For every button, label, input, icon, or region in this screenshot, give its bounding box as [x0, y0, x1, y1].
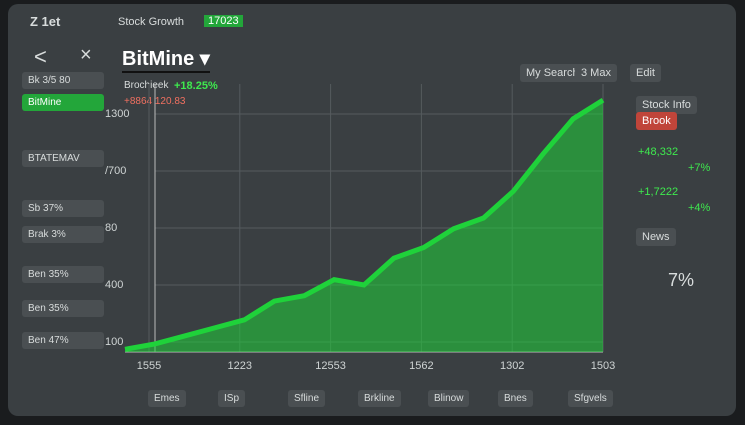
y-label: 100 [105, 336, 123, 348]
y-label: 1300 [105, 108, 129, 120]
bottom-item[interactable]: Blinow [428, 390, 470, 407]
menu[interactable]: Z 1et [30, 14, 61, 29]
panel-item: Brook [636, 112, 677, 130]
ticker[interactable]: BitMine ▾ [122, 46, 210, 73]
sidebar-item[interactable]: Ben 35% [22, 266, 104, 283]
panel-item: +7% [688, 162, 711, 174]
bottom-item[interactable]: Brkline [358, 390, 401, 407]
y-label: 80 [105, 222, 117, 234]
change: +18.25% [174, 80, 218, 92]
header-button[interactable]: My Search [520, 64, 585, 82]
chart-name: Brochieek [124, 80, 169, 91]
bottom-item[interactable]: ISp [218, 390, 246, 407]
close[interactable]: × [80, 44, 92, 66]
x-label: 1223 [228, 360, 252, 372]
bottom-item[interactable]: Emes [148, 390, 186, 407]
line [124, 97, 605, 352]
header-button[interactable]: Edit [630, 64, 661, 82]
panel-item: +4% [688, 202, 711, 214]
panel-item: 7% [668, 270, 695, 290]
back[interactable]: < [34, 44, 47, 69]
x-label: 1562 [409, 360, 433, 372]
panel-item: +1,7222 [638, 186, 679, 198]
y-label: 400 [105, 279, 123, 291]
sidebar-item[interactable]: Ben 35% [22, 300, 104, 317]
bottom-item[interactable]: Bnes [498, 390, 533, 407]
screen: Z 1et Stock Growth 17023 < × BitMine ▾ B… [8, 4, 736, 416]
bottom-item[interactable]: Sfgvels [568, 390, 613, 407]
sidebar-item[interactable]: Bk 3/5 80 [22, 72, 104, 89]
panel-item: Stock Info [636, 96, 697, 114]
header-button[interactable]: 3 Max [575, 64, 617, 82]
x-label: 1302 [500, 360, 524, 372]
x-label: 12553 [315, 360, 346, 372]
app-title: Stock Growth [118, 16, 185, 28]
bottom-item[interactable]: Sfline [288, 390, 326, 407]
x-label: 1555 [137, 360, 161, 372]
badge: 17023 [204, 15, 243, 27]
sidebar-item[interactable]: Brak 3% [22, 226, 104, 243]
chart: 1300/700 80 400 100 1555 1223 12553 1562 1302 150… [105, 84, 615, 372]
x-label: 1503 [591, 360, 615, 372]
sidebar-item[interactable]: BTATEMAV [22, 150, 104, 167]
sidebar-item[interactable]: Sb 37% [22, 200, 104, 217]
panel-item: +48,332 [638, 146, 679, 158]
sidebar-item[interactable]: Ben 47% [22, 332, 104, 349]
y-label: /700 [105, 165, 126, 177]
area [125, 100, 603, 352]
panel-item: News [636, 228, 676, 246]
sidebar-item[interactable]: BitMine [22, 94, 104, 111]
